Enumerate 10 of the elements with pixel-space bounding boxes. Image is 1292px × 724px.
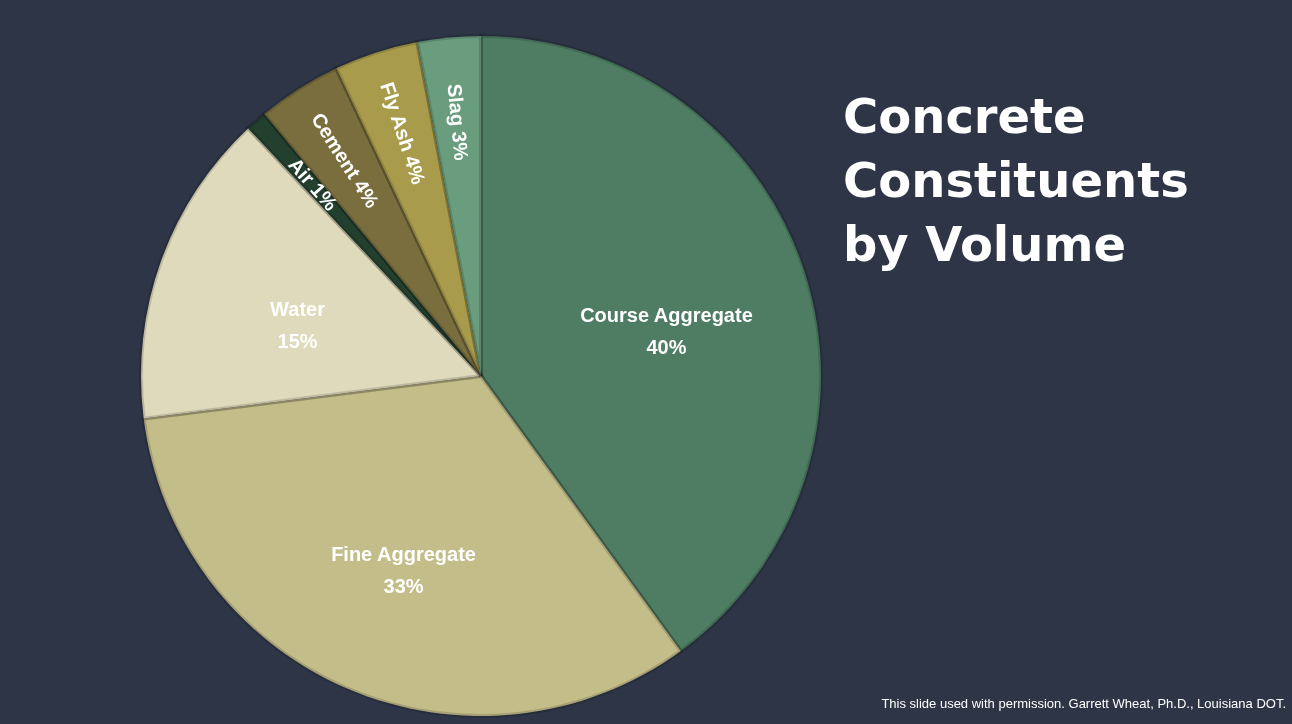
text: This slide used with permission. Garrett Wheat, Ph.D., Louisiana DOT.	[881, 696, 1286, 711]
data-label: 33%	[383, 574, 424, 597]
slice-label: Water	[270, 297, 326, 320]
data-label: 15%	[277, 329, 318, 352]
slice-label: Course Aggregate	[580, 303, 753, 326]
data-label: 40%	[646, 335, 687, 358]
text: Concrete Constituents by Volume	[843, 88, 1189, 272]
slice-label: Fly Ash 4%	[376, 79, 431, 188]
slice-label: Slag 3%	[443, 82, 473, 162]
slice-label: Fine Aggregate	[331, 542, 476, 565]
